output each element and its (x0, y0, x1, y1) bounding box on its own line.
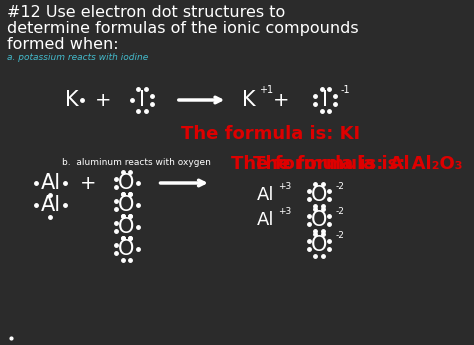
Text: K: K (242, 90, 256, 110)
Text: O: O (310, 235, 327, 255)
Text: K: K (64, 90, 78, 110)
Text: #12 Use electron dot structures to: #12 Use electron dot structures to (7, 5, 285, 20)
Text: The formula is: KI: The formula is: KI (181, 125, 360, 143)
Text: formed when:: formed when: (7, 37, 119, 52)
Text: +: + (80, 174, 96, 193)
Text: I: I (322, 90, 328, 110)
Text: -1: -1 (341, 85, 350, 95)
Text: Al: Al (40, 195, 61, 215)
Text: Al: Al (257, 211, 274, 229)
Text: +1: +1 (259, 85, 273, 95)
Text: +3: +3 (279, 181, 292, 190)
Text: -2: -2 (336, 231, 344, 240)
Text: O: O (118, 217, 135, 237)
Text: -2: -2 (336, 181, 344, 190)
Text: O: O (118, 173, 135, 193)
Text: O: O (310, 185, 327, 205)
Text: Al: Al (257, 186, 274, 204)
Text: The formula is: Al₂O₃: The formula is: Al₂O₃ (253, 155, 462, 173)
Text: +3: +3 (279, 207, 292, 216)
Text: O: O (118, 195, 135, 215)
Text: O: O (118, 239, 135, 259)
Text: I: I (139, 90, 145, 110)
Text: b.  aluminum reacts with oxygen: b. aluminum reacts with oxygen (62, 158, 211, 167)
Text: Al: Al (40, 173, 61, 193)
Text: +: + (94, 90, 111, 109)
Text: a. potassium reacts with iodine: a. potassium reacts with iodine (7, 53, 148, 62)
Text: -2: -2 (336, 207, 344, 216)
Text: determine formulas of the ionic compounds: determine formulas of the ionic compound… (7, 21, 359, 36)
Text: O: O (310, 210, 327, 230)
Text: The formula is: Al: The formula is: Al (231, 155, 410, 173)
Text: +: + (273, 90, 290, 109)
